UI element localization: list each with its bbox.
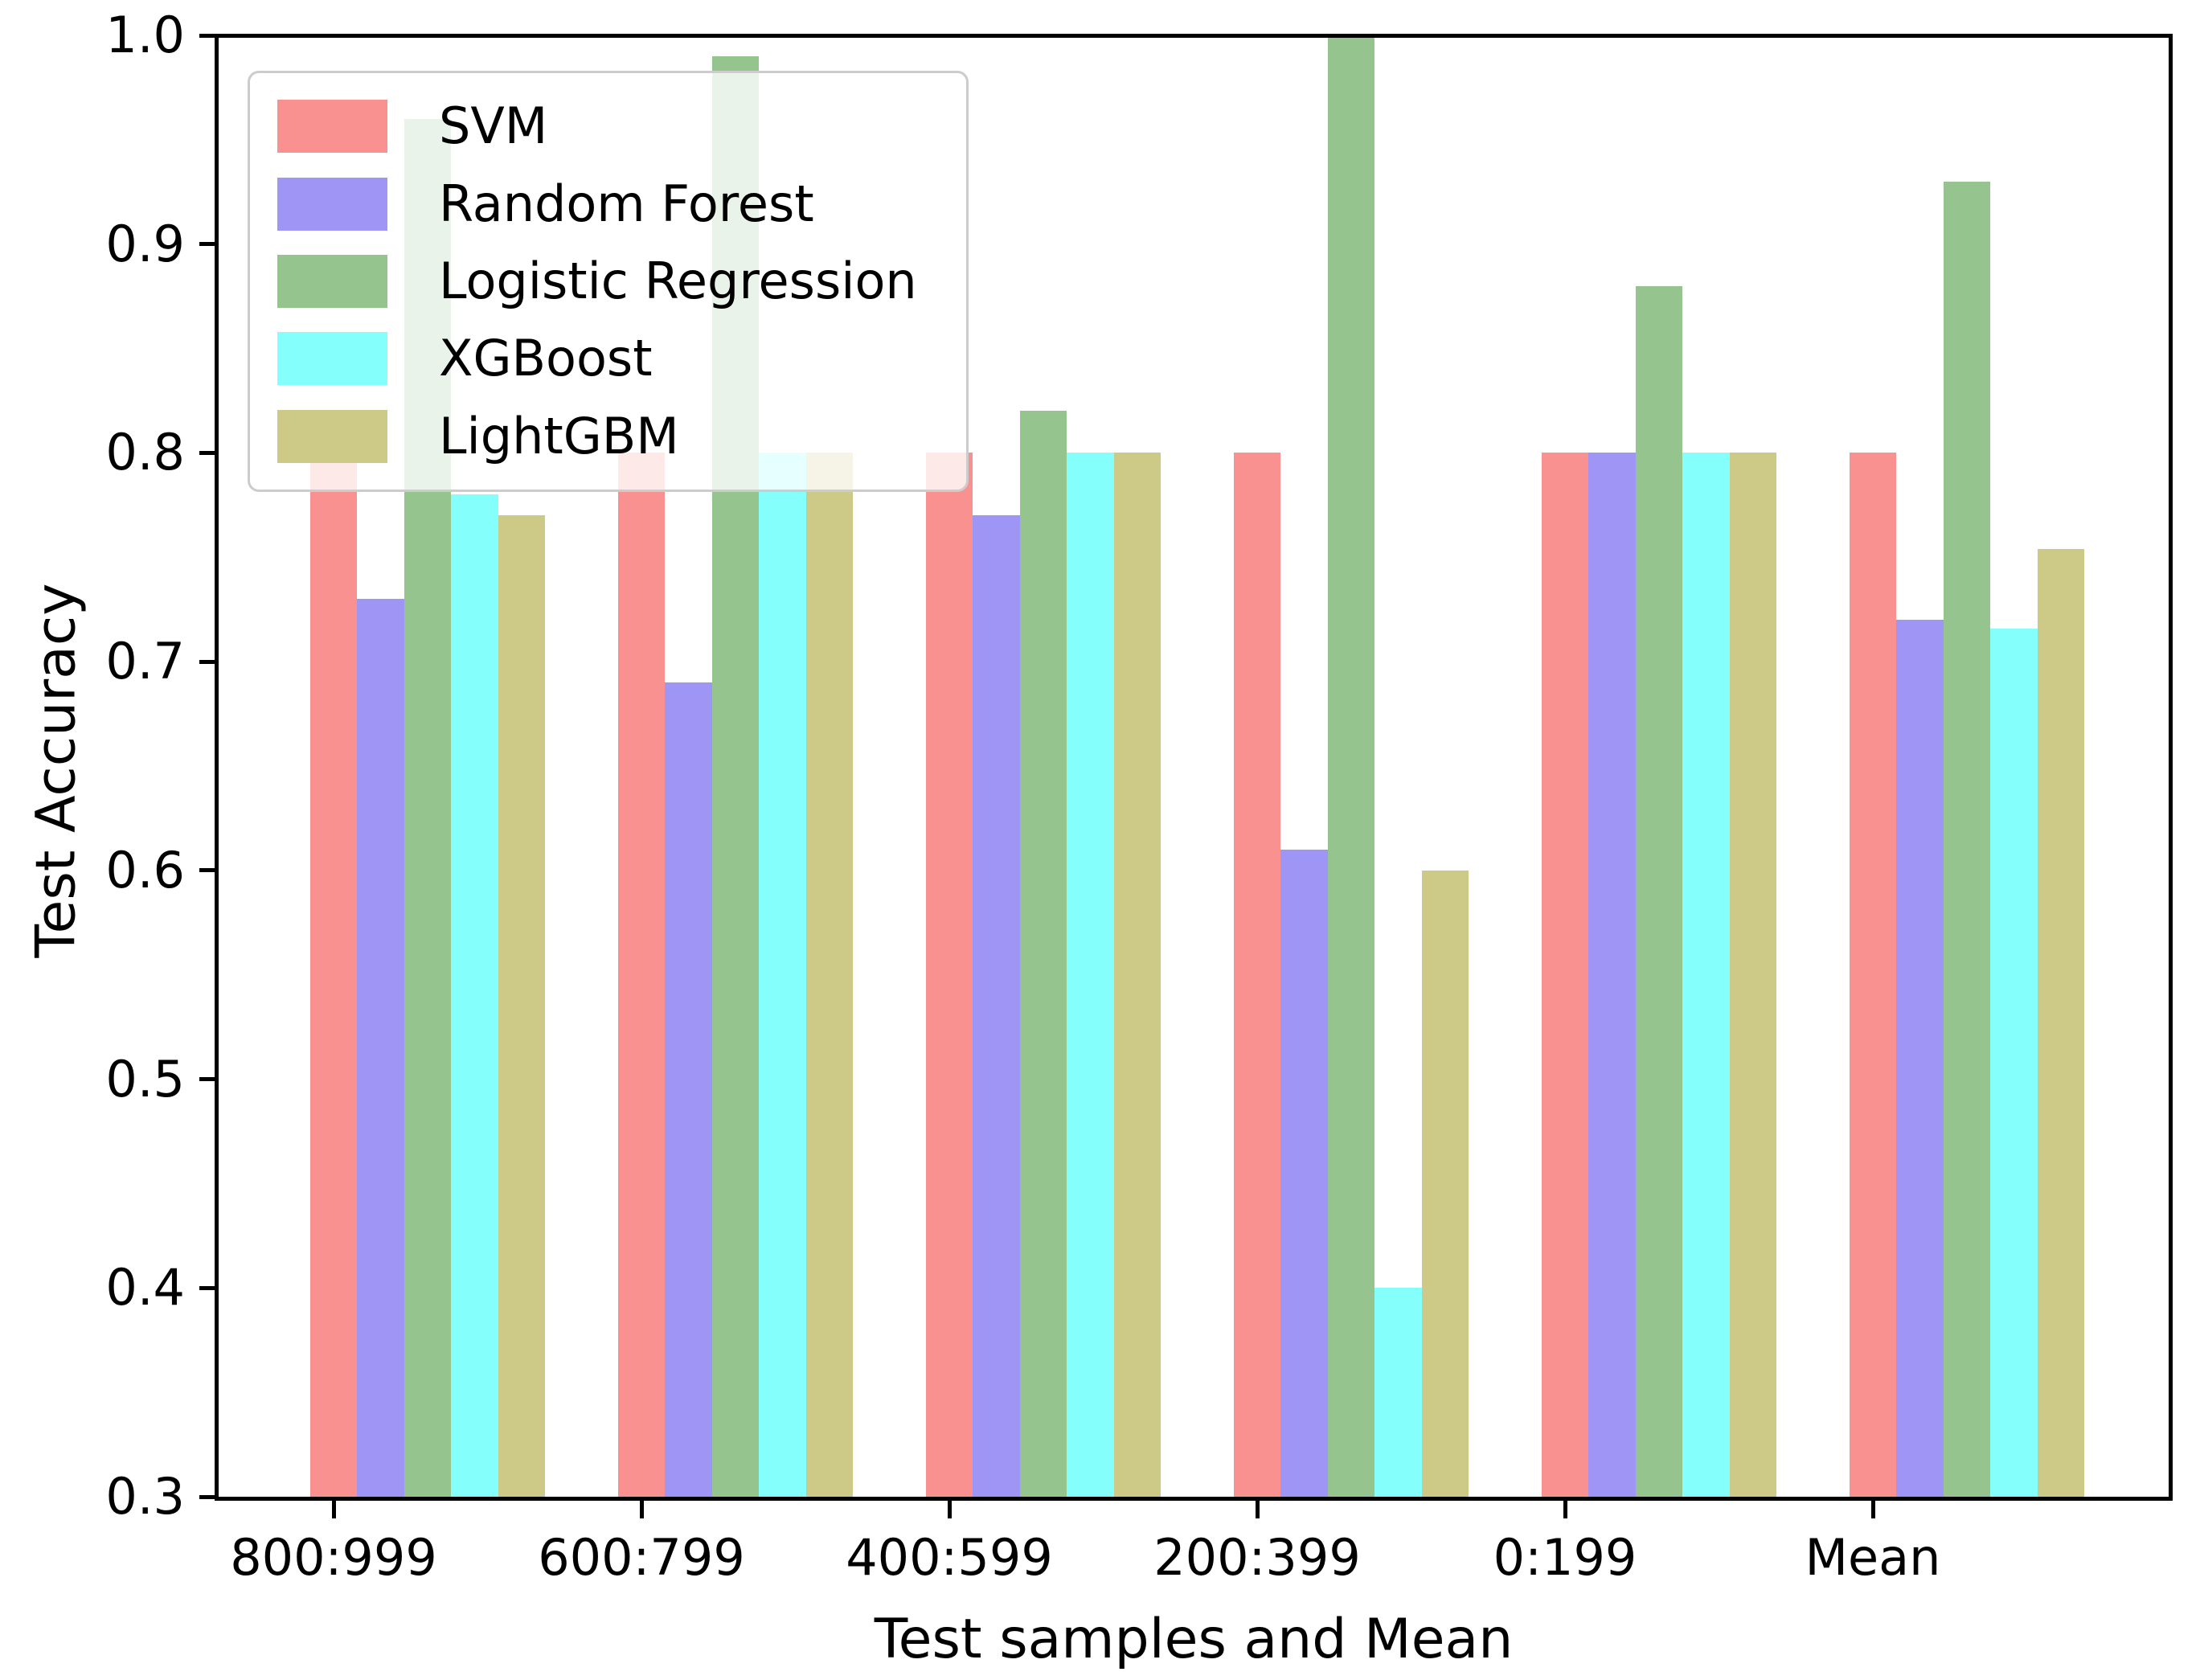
legend-item-xgboost: XGBoost (277, 330, 966, 387)
bar-xgboost-600-799 (759, 453, 806, 1497)
legend-swatch-random-forest (277, 177, 387, 231)
bar-lightgbm-600-799 (805, 453, 854, 1497)
y-tick-label: 0.8 (105, 423, 185, 482)
bar-logistic-regression-200-399 (1327, 35, 1375, 1497)
axis-spine-right (2169, 34, 2173, 1501)
x-tick-label-0-199: 0:199 (1493, 1528, 1637, 1587)
y-tick-label: 0.6 (105, 840, 185, 899)
legend-label-lightgbm: LightGBM (439, 406, 679, 465)
legend-label-xgboost: XGBoost (439, 329, 653, 388)
bar-svm-mean (1849, 453, 1897, 1497)
legend-item-lightgbm: LightGBM (277, 408, 966, 465)
x-tick-mark (947, 1501, 952, 1518)
x-tick-label-mean: Mean (1805, 1528, 1941, 1587)
legend-item-logistic-regression: Logistic Regression (277, 251, 966, 310)
y-axis-title: Test Accuracy (24, 583, 88, 958)
bar-lightgbm-mean (2037, 548, 2085, 1497)
bar-svm-800-999 (309, 453, 358, 1497)
bar-lightgbm-0-199 (1729, 453, 1777, 1497)
y-tick-label: 1.0 (105, 6, 185, 64)
legend-item-svm: SVM (277, 98, 966, 154)
x-tick-label-400-599: 400:599 (846, 1528, 1053, 1587)
bar-random-forest-800-999 (357, 599, 404, 1497)
x-tick-mark (1255, 1501, 1260, 1518)
y-tick-mark (199, 1285, 217, 1290)
legend-swatch-logistic-regression (277, 254, 387, 308)
legend-swatch-svm (277, 100, 387, 154)
y-tick-mark (199, 868, 217, 873)
bar-lightgbm-200-399 (1421, 870, 1469, 1497)
bar-lightgbm-400-599 (1113, 453, 1161, 1497)
axis-spine-left (215, 34, 219, 1501)
bar-logistic-regression-0-199 (1635, 285, 1683, 1497)
bar-xgboost-0-199 (1682, 453, 1730, 1497)
x-tick-mark (331, 1501, 336, 1518)
axis-spine-bottom (215, 1497, 2173, 1501)
bar-svm-200-399 (1233, 453, 1281, 1497)
bar-random-forest-0-199 (1588, 453, 1636, 1497)
bar-lightgbm-800-999 (498, 515, 546, 1497)
legend-item-random-forest: Random Forest (277, 174, 966, 233)
x-tick-label-600-799: 600:799 (538, 1528, 745, 1587)
y-tick-mark (199, 33, 217, 38)
bar-random-forest-600-799 (665, 682, 712, 1497)
y-tick-label: 0.3 (105, 1467, 185, 1526)
axis-spine-top (215, 34, 2173, 38)
legend-label-svm: SVM (439, 96, 548, 156)
x-tick-mark (1870, 1501, 1875, 1518)
y-tick-mark (199, 450, 217, 455)
y-tick-label: 0.5 (105, 1049, 185, 1108)
bar-random-forest-200-399 (1280, 849, 1328, 1497)
bar-random-forest-400-599 (973, 515, 1020, 1497)
legend-label-random-forest: Random Forest (439, 174, 814, 233)
bar-xgboost-400-599 (1067, 453, 1114, 1497)
x-tick-mark (1563, 1501, 1567, 1518)
bar-xgboost-800-999 (451, 494, 498, 1497)
bar-xgboost-200-399 (1374, 1288, 1422, 1497)
bar-logistic-regression-mean (1943, 181, 1991, 1497)
x-tick-label-200-399: 200:399 (1153, 1528, 1361, 1587)
y-tick-label: 0.4 (105, 1258, 185, 1317)
x-axis-title: Test samples and Mean (874, 1608, 1514, 1671)
x-tick-label-800-999: 800:999 (230, 1528, 437, 1587)
y-tick-mark (199, 242, 217, 247)
bar-svm-0-199 (1541, 453, 1589, 1497)
bar-svm-600-799 (617, 453, 666, 1497)
x-tick-mark (639, 1501, 644, 1518)
y-tick-label: 0.7 (105, 632, 185, 691)
legend-swatch-lightgbm (277, 409, 387, 463)
y-tick-mark (199, 1077, 217, 1082)
y-tick-mark (199, 1494, 217, 1499)
y-tick-mark (199, 659, 217, 664)
legend-label-logistic-regression: Logistic Regression (439, 251, 917, 310)
bar-random-forest-mean (1896, 620, 1944, 1497)
bar-logistic-regression-400-599 (1019, 411, 1067, 1497)
bar-svm-400-599 (925, 453, 973, 1497)
bar-xgboost-mean (1990, 628, 2038, 1497)
legend-swatch-xgboost (277, 332, 387, 386)
y-tick-label: 0.9 (105, 214, 185, 273)
legend: SVM Random Forest Logistic Regression XGBoo… (248, 71, 969, 492)
